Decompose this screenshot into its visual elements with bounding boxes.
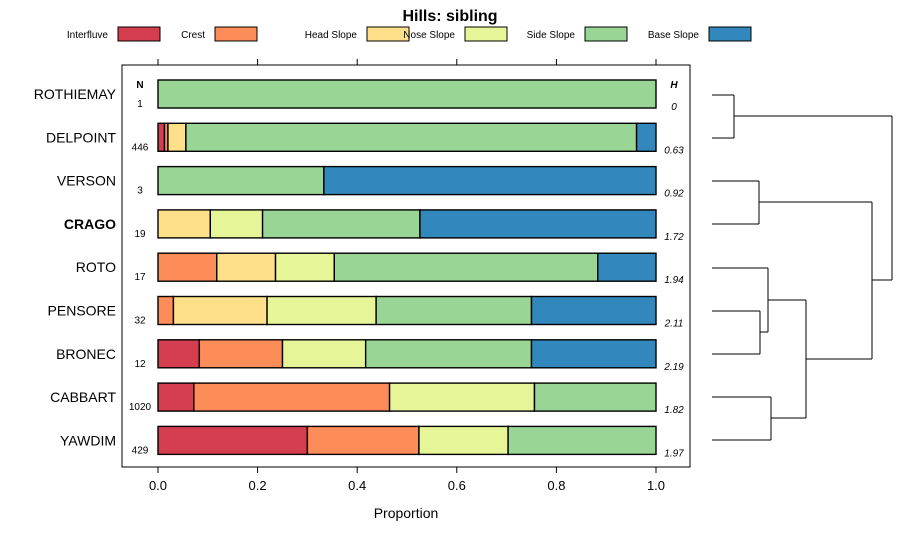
legend-label: Nose Slope [403,30,455,41]
bar-segment [274,252,335,282]
bar-segment [323,165,657,196]
bar-segment [306,425,420,456]
row-count: 446 [132,142,149,153]
row-count: 429 [132,445,149,456]
legend-label: Head Slope [305,30,358,41]
legend-label: Interfluve [67,30,109,41]
bar-segment [530,295,657,326]
row-label: ROTHIEMAY [34,86,117,102]
x-axis: 0.0 0.2 0.4 0.6 0.8 1.0 [149,59,665,493]
bar-segment [157,295,175,326]
bar-segment [157,122,166,153]
plot-frame [121,64,691,468]
row-entropy: 1.94 [664,275,684,286]
bar-segment [157,339,201,369]
x-tick-label: 0.4 [348,478,366,493]
dendrogram [712,94,893,441]
row-count: 32 [134,316,146,327]
row-entropy: 0.63 [664,145,684,156]
bar-segment [333,252,599,282]
row-count: 1020 [129,402,152,413]
row-label: VERSON [57,173,116,189]
bar-segment [533,382,657,412]
row-count: 19 [134,229,146,240]
bar-segment [635,122,657,153]
bar-segment [216,252,277,282]
bar-segment [157,252,218,282]
row-entropy: 1.82 [664,405,684,416]
x-tick-label: 0.2 [249,478,267,493]
row-label: ROTO [76,259,116,275]
bar-segment [418,425,509,456]
legend-swatch [214,26,258,42]
h-column-header: H [670,80,678,91]
row-label: CRAGO [64,216,116,232]
legend-label: Side Slope [527,30,576,41]
x-tick-label: 0.8 [547,478,565,493]
row-entropy: 2.19 [663,362,684,373]
legend: Interfluve Crest Head Slope Nose Slope Side … [67,26,752,42]
row-label: PENSORE [48,303,116,319]
x-tick-label: 0.6 [448,478,466,493]
row-count: 17 [134,272,146,283]
row-label: CABBART [50,389,116,405]
bar-segment [419,209,657,239]
row-entropy: 0.92 [664,189,684,200]
bar-segment [157,79,657,109]
x-tick-label: 1.0 [647,478,665,493]
legend-swatch [584,26,628,42]
x-tick-label: 0.0 [149,478,167,493]
n-column-header: N [136,80,143,91]
row-count: 1 [137,99,143,110]
bar-segment [209,209,264,239]
bar-segment [266,295,377,326]
bar-segment [157,209,211,239]
row-label: YAWDIM [60,432,116,448]
bars: 1 0 446 0.63 3 0.92 19 1.72 17 1.94 32 2.11 12 2.19 10… [129,79,684,459]
bar-segment [157,425,309,456]
row-entropy: 0 [671,102,677,113]
bar-segment [281,339,367,369]
dendrogram-branches [712,94,893,441]
bar-segment [167,122,187,153]
bar-segment [198,339,284,369]
row-labels: ROTHIEMAY DELPOINT VERSON CRAGO ROTO PENSORE B… [34,86,117,448]
bar-segment [157,165,325,196]
legend-swatch [464,26,508,42]
bar-segment [375,295,533,326]
legend-label: Crest [181,30,205,41]
legend-label: Base Slope [648,30,700,41]
legend-swatch [366,26,410,42]
bar-segment [185,122,638,153]
bar-segment [172,295,268,326]
row-entropy: 1.72 [664,232,684,243]
bar-segment [388,382,536,412]
bar-segment [364,339,533,369]
bar-segment [597,252,657,282]
row-entropy: 2.11 [664,319,684,330]
x-axis-label: Proportion [374,505,439,521]
row-count: 12 [134,359,146,370]
row-label: BRONEC [56,346,116,362]
row-label: DELPOINT [46,129,116,145]
legend-swatch [708,26,752,42]
row-count: 3 [137,186,143,197]
bar-segment [193,382,391,412]
bar-segment [530,339,657,369]
row-entropy: 1.97 [664,448,684,459]
chart-title: Hills: sibling [402,8,497,25]
bar-segment [157,382,195,412]
legend-swatch [117,26,161,42]
bar-segment [261,209,421,239]
bar-segment [507,425,657,456]
